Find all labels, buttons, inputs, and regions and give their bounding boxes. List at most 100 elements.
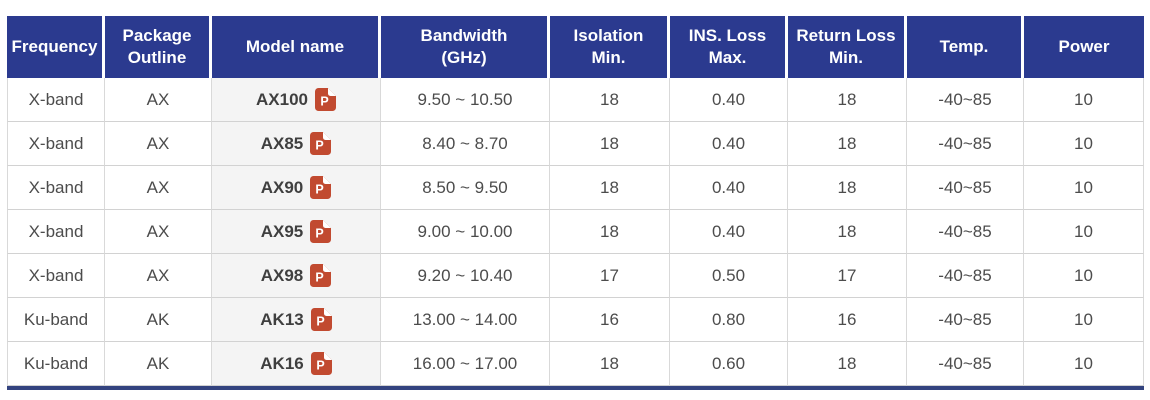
cell-ins-loss-max: 0.40 [670,122,788,166]
cell-ins-loss-max: 0.80 [670,298,788,342]
cell-frequency: X-band [7,166,105,210]
table-row: X-band AX AX98 P 9.20 ~ 10.40 17 0.50 17… [7,254,1144,298]
cell-package-outline: AX [105,122,212,166]
model-name-text: AK13 [260,309,304,329]
cell-ins-loss-max: 0.40 [670,210,788,254]
cell-ins-loss-max: 0.40 [670,78,788,122]
model-name-text: AX100 [256,89,308,109]
cell-isolation-min: 18 [550,122,670,166]
model-name-text: AK16 [260,353,304,373]
cell-temp: -40~85 [907,298,1024,342]
svg-text:P: P [320,95,328,109]
cell-model-name: AX85 P [212,122,381,166]
col-header-return-loss-min: Return Loss Min. [788,16,907,78]
pdf-icon[interactable]: P [310,220,332,243]
header-row: Frequency Package Outline Model name Band… [7,16,1144,78]
cell-isolation-min: 18 [550,78,670,122]
col-header-ins-loss-max: INS. Loss Max. [670,16,788,78]
cell-bandwidth: 9.50 ~ 10.50 [381,78,550,122]
cell-temp: -40~85 [907,78,1024,122]
cell-bandwidth: 13.00 ~ 14.00 [381,298,550,342]
cell-frequency: X-band [7,254,105,298]
model-name-text: AX95 [260,221,304,241]
cell-model-name: AX98 P [212,254,381,298]
cell-power: 10 [1024,78,1144,122]
pdf-icon[interactable]: P [314,88,336,111]
table-row: X-band AX AX100 P 9.50 ~ 10.50 18 0.40 1… [7,78,1144,122]
cell-power: 10 [1024,122,1144,166]
cell-return-loss-min: 18 [788,210,907,254]
model-name-text: AX85 [260,133,304,153]
svg-text:P: P [316,359,324,373]
cell-return-loss-min: 18 [788,166,907,210]
cell-frequency: X-band [7,210,105,254]
cell-power: 10 [1024,298,1144,342]
col-header-temp: Temp. [907,16,1024,78]
table-row: Ku-band AK AK13 P 13.00 ~ 14.00 16 0.80 … [7,298,1144,342]
pdf-icon[interactable]: P [310,352,332,375]
cell-isolation-min: 18 [550,342,670,386]
cell-model-name: AK16 P [212,342,381,386]
cell-model-name: AK13 P [212,298,381,342]
cell-temp: -40~85 [907,166,1024,210]
cell-isolation-min: 16 [550,298,670,342]
cell-power: 10 [1024,254,1144,298]
svg-text:P: P [316,315,324,329]
cell-bandwidth: 16.00 ~ 17.00 [381,342,550,386]
table-bottom-border [7,386,1144,390]
svg-text:P: P [316,139,324,153]
cell-ins-loss-max: 0.40 [670,166,788,210]
cell-model-name: AX100 P [212,78,381,122]
cell-return-loss-min: 17 [788,254,907,298]
col-header-power: Power [1024,16,1144,78]
model-name-text: AX90 [260,177,304,197]
cell-package-outline: AX [105,166,212,210]
cell-package-outline: AX [105,254,212,298]
cell-bandwidth: 9.00 ~ 10.00 [381,210,550,254]
cell-ins-loss-max: 0.50 [670,254,788,298]
cell-bandwidth: 8.40 ~ 8.70 [381,122,550,166]
cell-package-outline: AX [105,78,212,122]
col-header-package-outline: Package Outline [105,16,212,78]
cell-package-outline: AK [105,298,212,342]
cell-ins-loss-max: 0.60 [670,342,788,386]
cell-temp: -40~85 [907,342,1024,386]
svg-text:P: P [316,271,324,285]
cell-power: 10 [1024,342,1144,386]
cell-frequency: X-band [7,78,105,122]
col-header-isolation-min: Isolation Min. [550,16,670,78]
cell-temp: -40~85 [907,254,1024,298]
svg-text:P: P [316,227,324,241]
pdf-icon[interactable]: P [310,132,332,155]
cell-frequency: Ku-band [7,342,105,386]
cell-return-loss-min: 18 [788,342,907,386]
pdf-icon[interactable]: P [310,308,332,331]
cell-isolation-min: 18 [550,166,670,210]
pdf-icon[interactable]: P [310,176,332,199]
cell-bandwidth: 8.50 ~ 9.50 [381,166,550,210]
svg-text:P: P [316,183,324,197]
cell-temp: -40~85 [907,122,1024,166]
cell-model-name: AX90 P [212,166,381,210]
cell-isolation-min: 17 [550,254,670,298]
cell-return-loss-min: 16 [788,298,907,342]
product-spec-table: Frequency Package Outline Model name Band… [7,16,1144,386]
cell-frequency: Ku-band [7,298,105,342]
table-row: X-band AX AX85 P 8.40 ~ 8.70 18 0.40 18 … [7,122,1144,166]
cell-return-loss-min: 18 [788,78,907,122]
table-row: Ku-band AK AK16 P 16.00 ~ 17.00 18 0.60 … [7,342,1144,386]
cell-frequency: X-band [7,122,105,166]
cell-power: 10 [1024,210,1144,254]
cell-temp: -40~85 [907,210,1024,254]
cell-package-outline: AK [105,342,212,386]
table-row: X-band AX AX90 P 8.50 ~ 9.50 18 0.40 18 … [7,166,1144,210]
col-header-frequency: Frequency [7,16,105,78]
cell-power: 10 [1024,166,1144,210]
cell-bandwidth: 9.20 ~ 10.40 [381,254,550,298]
table-row: X-band AX AX95 P 9.00 ~ 10.00 18 0.40 18… [7,210,1144,254]
model-name-text: AX98 [260,265,304,285]
pdf-icon[interactable]: P [310,264,332,287]
col-header-bandwidth: Bandwidth (GHz) [381,16,550,78]
cell-isolation-min: 18 [550,210,670,254]
